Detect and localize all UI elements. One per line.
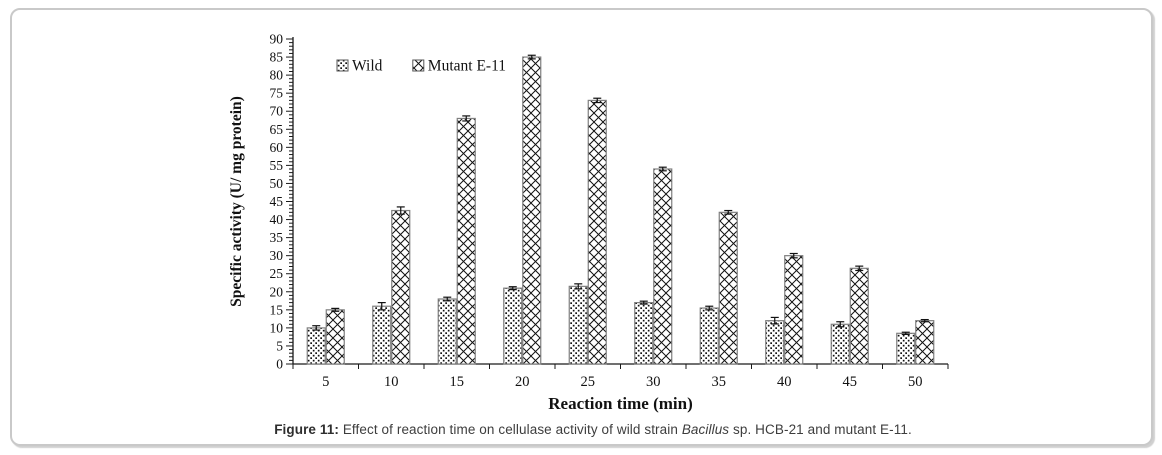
caption-figure-label: Figure 11: [274, 422, 339, 437]
legend-label: Mutant E-11 [428, 58, 506, 75]
bar-wild-15 [437, 298, 457, 365]
bar-wild-25 [568, 285, 588, 365]
series-wild [306, 283, 916, 365]
bar-mutant-e-11-10 [391, 209, 411, 365]
x-tick-label: 25 [581, 374, 596, 390]
y-tick-label: 30 [270, 248, 284, 263]
bar-wild-20 [503, 287, 523, 365]
figure-caption: Figure 11: Effect of reaction time on ce… [12, 422, 1162, 437]
y-tick-label: 5 [276, 338, 283, 353]
legend-swatch-crosshatch [412, 59, 425, 72]
legend: Wild Mutant E-11 [336, 58, 506, 75]
bar-mutant-e-11-5 [325, 309, 345, 365]
y-tick-label: 70 [270, 104, 284, 119]
x-tick-label: 40 [777, 374, 792, 390]
y-tick-label: 75 [270, 86, 284, 101]
y-tick-label: 25 [270, 266, 284, 281]
y-tick-label: 40 [270, 212, 284, 227]
y-tick-label: 85 [270, 50, 284, 65]
y-tick-label: 20 [270, 284, 284, 299]
bar-mutant-e-11-35 [718, 211, 738, 365]
bar-chart: 0 5 10 15 20 25 30 35 40 45 50 55 60 65 70 75 80 85 90 5 10 1… [225, 32, 965, 417]
y-tick-label: 45 [270, 194, 284, 209]
caption-species-italic: Bacillus [681, 422, 730, 437]
figure-panel: 0 5 10 15 20 25 30 35 40 45 50 55 60 65 70 75 80 85 90 5 10 1… [10, 8, 1153, 446]
x-axis-title: Reaction time (min) [548, 394, 692, 413]
bar-wild-5 [306, 327, 326, 365]
bar-mutant-e-11-50 [915, 320, 935, 365]
y-tick-label: 80 [270, 68, 284, 83]
x-tick-label: 15 [450, 374, 465, 390]
y-tick-label: 55 [270, 158, 284, 173]
bar-wild-45 [830, 323, 850, 365]
y-tick-label: 60 [270, 140, 284, 155]
x-tick-label: 20 [515, 374, 530, 390]
y-tick-label: 35 [270, 230, 284, 245]
bar-wild-35 [699, 307, 719, 365]
y-tick-label: 10 [270, 320, 284, 335]
bar-mutant-e-11-25 [587, 99, 607, 365]
x-tick-label: 45 [843, 374, 858, 390]
bar-mutant-e-11-20 [522, 56, 542, 365]
bar-mutant-e-11-30 [653, 168, 673, 365]
x-tick-label: 30 [646, 374, 661, 390]
bar-mutant-e-11-15 [456, 117, 476, 365]
y-tick-label: 0 [276, 357, 283, 372]
y-tick-label: 15 [270, 302, 284, 317]
bar-wild-10 [372, 305, 392, 365]
y-tick-label: 65 [270, 122, 284, 137]
caption-text-1: Effect of reaction time on cellulase act… [338, 422, 682, 437]
y-axis-title: Specific activity (U/ mg protein) [228, 96, 245, 307]
x-tick-label: 10 [384, 374, 399, 390]
bar-mutant-e-11-45 [849, 267, 869, 365]
legend-label: Wild [352, 58, 383, 75]
y-tick-label: 90 [270, 32, 284, 47]
bar-wild-30 [634, 302, 654, 365]
y-axis: 0 5 10 15 20 25 30 35 40 45 50 55 60 65 70 75 80 85 90 [270, 32, 294, 372]
chart-canvas: 0 5 10 15 20 25 30 35 40 45 50 55 60 65 70 75 80 85 90 5 10 1… [228, 32, 949, 413]
legend-swatch-dots [336, 59, 349, 72]
x-tick-label: 35 [712, 374, 727, 390]
bar-wild-50 [896, 332, 916, 365]
caption-text-2: sp. HCB-21 and mutant E-11. [729, 422, 912, 437]
bar-wild-40 [765, 320, 785, 365]
series-mutant-e-11 [325, 54, 935, 365]
x-tick-label: 50 [908, 374, 923, 390]
y-tick-label: 50 [270, 176, 284, 191]
x-tick-label: 5 [322, 374, 329, 390]
bar-mutant-e-11-40 [784, 255, 804, 365]
x-axis: 5 10 15 20 25 30 35 40 45 50 [292, 363, 949, 390]
